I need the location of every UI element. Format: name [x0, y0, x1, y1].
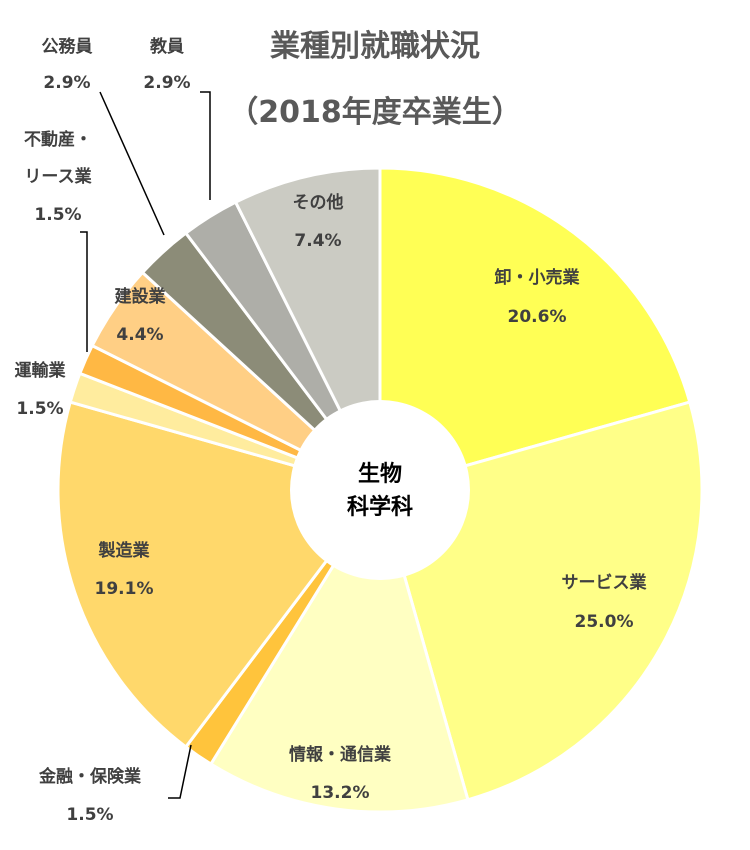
leader-line-不動産リース業: [80, 231, 88, 352]
slice-value-公務員: 2.9%: [43, 73, 90, 93]
slice-value-製造業: 19.1%: [95, 579, 154, 599]
slice-value-情報通信業: 13.2%: [311, 783, 370, 803]
slice-name-情報通信業: 情報・通信業: [289, 744, 391, 765]
leader-line-公務員: [99, 91, 165, 236]
chart-title: 業種別就職状況: [270, 29, 480, 64]
slice-value-その他: 7.4%: [294, 231, 341, 251]
chart-subtitle: （2018年度卒業生）: [228, 95, 522, 130]
center-label-line1: 生物: [358, 461, 402, 487]
slice-value-金融保険業: 1.5%: [66, 805, 113, 825]
slice-value-運輸業: 1.5%: [16, 399, 63, 419]
slice-name-卸小売業: 卸・小売業: [495, 267, 580, 288]
slice-name-教員: 教員: [149, 36, 184, 57]
slice-value-サービス業: 25.0%: [575, 612, 634, 632]
slice-value-卸小売業: 20.6%: [508, 307, 567, 327]
slice-name-建設業: 建設業: [115, 286, 166, 307]
center-label-line2: 科学科: [347, 494, 413, 520]
leader-line-金融保険業: [168, 744, 192, 799]
slice-name-運輸業: 運輸業: [15, 360, 66, 381]
slice-name-その他: その他: [293, 192, 344, 213]
slice-name-不動産-line1: 不動産・: [24, 129, 92, 150]
leader-line-教員: [200, 91, 211, 200]
slice-value-不動産リース業: 1.5%: [34, 205, 81, 225]
donut-hole: [290, 400, 470, 580]
pie-slice-卸・小売業: [378, 166, 692, 492]
slice-name-サービス業: サービス業: [562, 572, 647, 593]
slice-value-建設業: 4.4%: [116, 325, 163, 345]
slice-name-金融保険業: 金融・保険業: [38, 766, 141, 787]
slice-name-公務員: 公務員: [42, 36, 93, 57]
slice-name-製造業: 製造業: [98, 540, 150, 561]
pie-slice-情報・通信業: [208, 486, 470, 814]
slice-value-教員: 2.9%: [143, 73, 190, 93]
slice-name-不動産-line2: リース業: [24, 166, 91, 187]
